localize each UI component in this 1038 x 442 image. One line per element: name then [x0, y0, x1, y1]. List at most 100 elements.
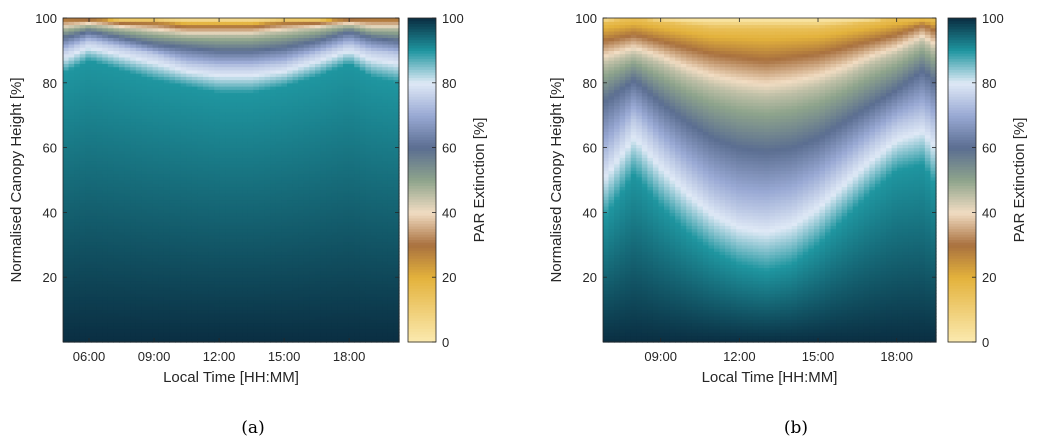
heatmap-cell: [231, 124, 238, 129]
heatmap-cell: [287, 18, 294, 22]
heatmap-cell: [91, 56, 98, 61]
heatmap-cell: [141, 183, 148, 188]
heatmap-cell: [96, 212, 103, 217]
heatmap-cell: [298, 50, 305, 55]
heatmap-cell: [303, 183, 310, 188]
heatmap-cell: [197, 332, 204, 337]
heatmap-cell: [130, 248, 137, 252]
heatmap-cell: [219, 235, 226, 239]
heatmap-cell: [79, 95, 86, 100]
heatmap-cell: [281, 222, 288, 226]
heatmap-cell: [119, 296, 126, 301]
heatmap-cell: [236, 95, 243, 100]
heatmap-cell: [315, 89, 322, 94]
heatmap-cell: [253, 215, 260, 220]
heatmap-cell: [169, 37, 176, 42]
heatmap-cell: [326, 40, 333, 45]
heatmap-cell: [180, 244, 187, 249]
heatmap-cell: [337, 264, 344, 269]
heatmap-cell: [253, 192, 260, 197]
heatmap-cell: [287, 150, 294, 155]
heatmap-cell: [337, 306, 344, 311]
heatmap-cell: [85, 66, 92, 71]
heatmap-cell: [113, 53, 120, 58]
heatmap-cell: [68, 235, 75, 239]
heatmap-cell: [135, 322, 142, 327]
heatmap-cell: [63, 241, 70, 246]
heatmap-cell: [298, 335, 305, 340]
heatmap-cell: [281, 238, 288, 243]
heatmap-cell: [315, 105, 322, 110]
heatmap-cell: [113, 86, 120, 90]
heatmap-cell: [298, 293, 305, 298]
heatmap-cell: [197, 267, 204, 272]
heatmap-cell: [135, 338, 142, 343]
heatmap-cell: [287, 121, 294, 126]
heatmap-cell: [253, 241, 260, 246]
heatmap-cell: [79, 280, 86, 285]
heatmap-cell: [102, 157, 109, 162]
heatmap-cell: [208, 43, 215, 48]
heatmap-cell: [175, 209, 182, 213]
heatmap-cell: [180, 105, 187, 110]
heatmap-cell: [169, 212, 176, 217]
heatmap-cell: [107, 306, 114, 311]
heatmap-cell: [96, 196, 103, 201]
heatmap-cell: [79, 329, 86, 333]
heatmap-cell: [270, 261, 277, 265]
heatmap-cell: [68, 150, 75, 155]
heatmap-cell: [130, 118, 137, 123]
heatmap-cell: [287, 167, 294, 171]
heatmap-cell: [186, 105, 193, 110]
heatmap-cell: [152, 299, 159, 304]
heatmap-cell: [337, 111, 344, 116]
heatmap-cell: [303, 134, 310, 139]
heatmap-cell: [331, 228, 338, 233]
heatmap-cell: [113, 299, 120, 304]
heatmap-cell: [102, 225, 109, 230]
heatmap-cell: [191, 150, 198, 155]
heatmap-cell: [242, 309, 249, 314]
heatmap-cell: [186, 209, 193, 213]
heatmap-cell: [68, 60, 75, 64]
heatmap-cell: [331, 189, 338, 194]
heatmap-cell: [197, 290, 204, 294]
heatmap-cell: [208, 231, 215, 236]
heatmap-cell: [79, 312, 86, 317]
heatmap-cell: [124, 189, 131, 194]
heatmap-cell: [320, 154, 327, 158]
heatmap-cell: [191, 267, 198, 272]
heatmap-cell: [219, 325, 226, 330]
heatmap-cell: [186, 267, 193, 272]
heatmap-cell: [326, 306, 333, 311]
heatmap-cell: [315, 244, 322, 249]
heatmap-cell: [337, 157, 344, 162]
heatmap-cell: [119, 290, 126, 294]
heatmap-cell: [242, 325, 249, 330]
heatmap-cell: [298, 76, 305, 81]
heatmap-cell: [303, 108, 310, 113]
heatmap-cell: [79, 192, 86, 197]
heatmap-cell: [152, 228, 159, 233]
heatmap-cell: [281, 231, 288, 236]
heatmap-cell: [320, 286, 327, 291]
heatmap-cell: [303, 40, 310, 45]
heatmap-cell: [91, 86, 98, 90]
heatmap-cell: [214, 199, 221, 204]
heatmap-cell: [119, 170, 126, 175]
heatmap-cell: [79, 63, 86, 68]
heatmap-cell: [203, 56, 210, 61]
heatmap-cell: [298, 157, 305, 162]
heatmap-cell: [225, 163, 232, 168]
heatmap-cell: [68, 47, 75, 51]
heatmap-cell: [331, 134, 338, 139]
heatmap-cell: [113, 160, 120, 165]
heatmap-cell: [85, 173, 92, 178]
heatmap-cell: [231, 56, 238, 61]
heatmap-cell: [96, 248, 103, 252]
heatmap-cell: [124, 86, 131, 90]
heatmap-cell: [236, 257, 243, 262]
heatmap-cell: [147, 251, 154, 256]
heatmap-cell: [225, 141, 232, 145]
heatmap-cell: [135, 251, 142, 256]
